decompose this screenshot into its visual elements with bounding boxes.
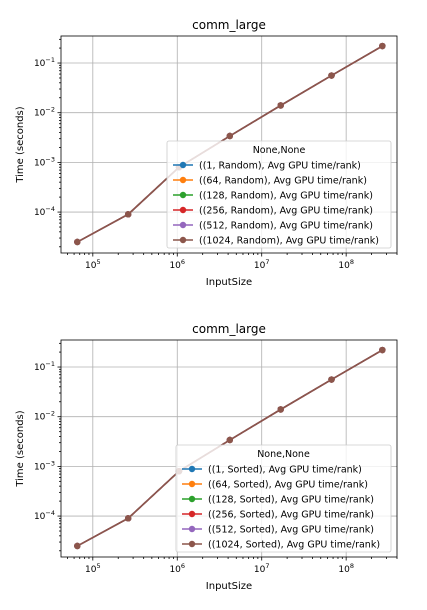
legend-entry: ((512, Sorted), Avg GPU time/rank) [182,525,374,536]
legend-label: ((64, Random), Avg GPU time/rank) [199,176,367,187]
legend-title: None,None [253,145,306,156]
legend-marker [188,525,196,533]
legend-marker [179,176,187,184]
legend-marker [188,510,196,518]
y-tick-label: 10−3 [34,155,55,168]
legend-marker [179,161,187,169]
x-axis-label: InputSize [206,581,252,592]
legend-entry: ((1024, Random), Avg GPU time/rank) [173,236,379,247]
legend-label: ((512, Sorted), Avg GPU time/rank) [208,525,374,536]
legend-label: ((128, Random), Avg GPU time/rank) [199,191,373,202]
data-point [379,42,386,50]
legend-entry: ((1, Sorted), Avg GPU time/rank) [182,465,362,476]
legend-marker [179,236,187,244]
y-tick-label: 10−3 [34,459,55,472]
series-6 [74,42,386,246]
chart-title: comm_large [192,322,266,336]
data-point [277,406,284,413]
y-tick-label: 10−1 [34,56,55,69]
y-axis-label: Time (seconds) [15,410,26,487]
x-axis-label: InputSize [206,277,252,288]
data-point [277,102,284,109]
y-tick-label: 10−4 [34,509,55,522]
data-point [74,238,81,246]
legend-marker [179,221,187,229]
legend-marker [188,480,196,488]
data-point [226,132,234,140]
x-tick-label: 107 [254,258,270,271]
legend-entry: ((1024, Sorted), Avg GPU time/rank) [182,540,380,551]
x-tick-label: 105 [85,562,101,575]
legend-label: ((64, Sorted), Avg GPU time/rank) [208,480,368,491]
data-point [124,211,132,218]
legend-marker [188,495,196,503]
data-point [74,542,81,550]
x-tick-label: 108 [338,562,354,575]
legend-label: ((1024, Sorted), Avg GPU time/rank) [208,540,380,551]
y-tick-label: 10−2 [34,106,55,119]
chart-title: comm_large [192,18,266,32]
x-tick-label: 107 [254,562,270,575]
data-point [328,376,335,383]
legend-frame [166,140,392,249]
y-axis-label: Time (seconds) [15,106,26,183]
legend-label: ((128, Sorted), Avg GPU time/rank) [208,495,374,506]
data-point [226,436,234,444]
plot-area-frame [60,339,398,558]
legend-marker [179,206,187,214]
data-point [379,346,386,354]
legend-entry: ((256, Sorted), Avg GPU time/rank) [182,510,374,521]
x-tick-label: 106 [169,562,185,575]
x-tick-label: 106 [169,258,185,271]
legend: None,None ((1, Random), Avg GPU time/rank… [166,140,392,249]
legend-marker [188,540,196,548]
y-tick-label: 10−2 [34,410,55,423]
legend: None,None ((1, Sorted), Avg GPU time/rank… [175,444,392,553]
plot-area-frame [60,35,398,254]
x-tick-label: 108 [338,258,354,271]
legend-entry: ((128, Sorted), Avg GPU time/rank) [182,495,374,506]
legend-label: ((512, Random), Avg GPU time/rank) [199,221,373,232]
legend-entry: ((256, Random), Avg GPU time/rank) [173,206,373,217]
legend-marker [179,191,187,199]
legend-label: ((1024, Random), Avg GPU time/rank) [199,236,379,247]
legend-entry: ((1, Random), Avg GPU time/rank) [173,161,361,172]
legend-title: None,None [257,449,310,460]
data-point [124,515,132,522]
legend-label: ((1, Random), Avg GPU time/rank) [199,161,361,172]
legend-frame [175,444,392,553]
y-tick-label: 10−4 [34,205,55,218]
chart-2: 105 106 107 108 10−4 10−3 10−2 10−1 comm_large In… [15,322,398,592]
legend-entry: ((64, Sorted), Avg GPU time/rank) [182,480,368,491]
legend-entry: ((128, Random), Avg GPU time/rank) [173,191,373,202]
y-tick-label: 10−1 [34,360,55,373]
chart-1: 105 106 107 108 10−4 10−3 10−2 10−1 comm_large In… [15,18,398,288]
legend-entry: ((64, Random), Avg GPU time/rank) [173,176,367,187]
legend-label: ((256, Random), Avg GPU time/rank) [199,206,373,217]
legend-marker [188,465,196,473]
legend-entry: ((512, Random), Avg GPU time/rank) [173,221,373,232]
legend-label: ((256, Sorted), Avg GPU time/rank) [208,510,374,521]
data-point [328,72,335,79]
x-tick-label: 105 [85,258,101,271]
legend-label: ((1, Sorted), Avg GPU time/rank) [208,465,362,476]
